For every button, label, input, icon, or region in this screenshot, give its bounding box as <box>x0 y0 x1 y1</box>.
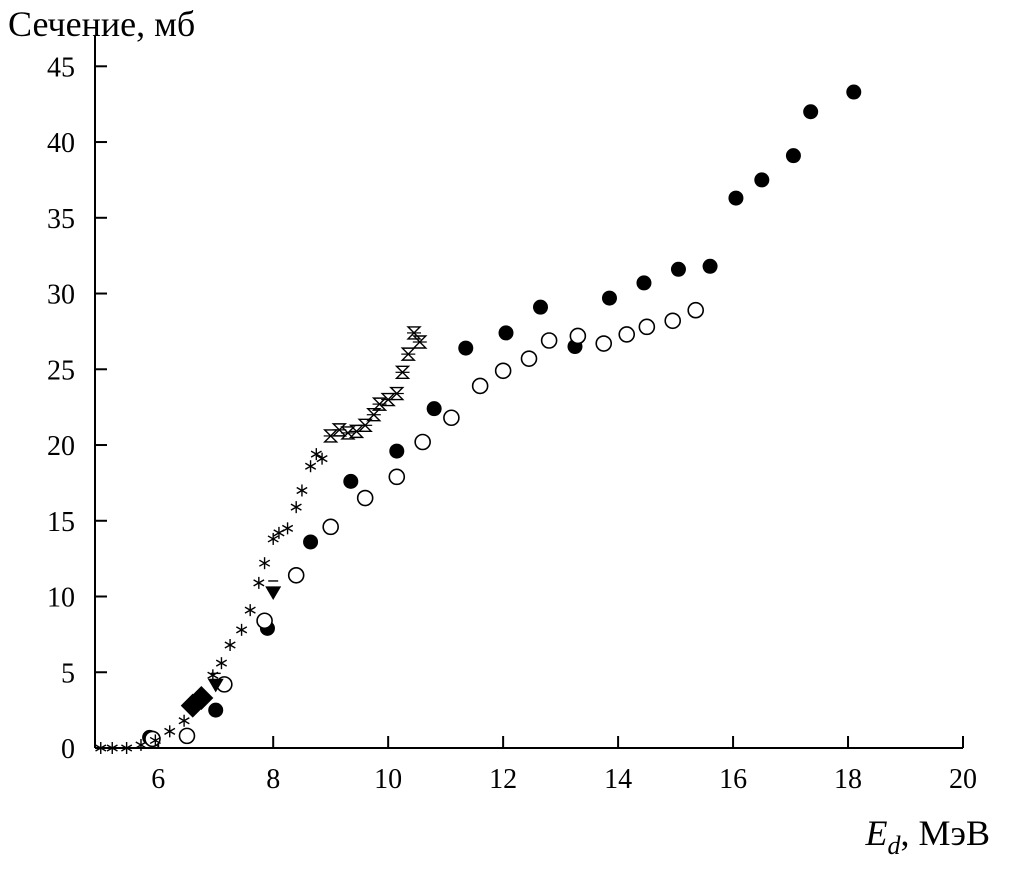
x-tick-label: 18 <box>834 764 862 795</box>
y-tick-label: 25 <box>47 355 75 386</box>
data-point-hourglass <box>400 347 416 361</box>
data-point-filled-circle <box>754 172 770 188</box>
data-point-open-circle <box>520 350 538 367</box>
data-point-asterisk <box>135 738 147 751</box>
data-point-hourglass <box>412 335 428 349</box>
data-point-hourglass <box>394 365 411 380</box>
plot-area: 6 8 10 12 14 16 18 20 0 5 10 15 20 25 30 35 40 45 <box>47 36 977 795</box>
data-point-open-circle <box>687 301 705 319</box>
data-point-open-circle <box>322 518 339 536</box>
data-point-open-circle <box>256 612 273 630</box>
data-point-open-circle <box>414 433 431 451</box>
data-point-filled-triangle-down <box>207 672 224 693</box>
data-point-filled-circle <box>601 290 617 306</box>
data-point-hourglass <box>340 426 356 440</box>
data-point-asterisk <box>296 484 308 497</box>
data-point-filled-circle <box>785 148 801 164</box>
data-point-filled-diamond <box>189 686 214 711</box>
y-tick-label: 35 <box>47 204 75 235</box>
x-tick-label: 6 <box>151 764 165 795</box>
x-tick-label: 14 <box>604 764 632 795</box>
data-point-asterisk <box>282 522 294 535</box>
data-point-open-circle <box>638 318 656 336</box>
data-point-asterisk <box>121 742 133 754</box>
data-point-asterisk <box>259 557 271 570</box>
y-tick-label: 45 <box>47 52 75 83</box>
data-point-open-circle <box>618 326 636 343</box>
data-point-filled-circle <box>846 84 862 100</box>
data-point-filled-circle <box>728 190 744 206</box>
data-point-asterisk <box>310 448 322 461</box>
data-point-filled-circle <box>670 261 686 277</box>
data-point-filled-circle <box>303 534 319 550</box>
data-point-open-circle <box>178 727 196 745</box>
data-point-open-circle <box>287 567 305 584</box>
data-point-hourglass <box>357 418 373 433</box>
x-tick-label: 12 <box>489 764 517 795</box>
y-axis-title: Сечение, мб <box>8 4 195 44</box>
data-point-open-circle <box>540 332 558 349</box>
data-point-asterisk <box>236 623 248 636</box>
data-point-filled-circle <box>532 299 548 315</box>
x-axis-title: Ed, МэВ <box>865 813 990 860</box>
data-point-asterisk <box>304 460 317 473</box>
data-point-open-circle <box>664 312 682 330</box>
y-tick-label: 10 <box>47 583 75 614</box>
y-tick-label: 40 <box>47 128 75 159</box>
data-point-hourglass <box>406 326 422 340</box>
data-point-open-circle <box>356 489 374 507</box>
data-point-asterisk <box>267 532 279 545</box>
data-point-open-circle <box>595 335 613 352</box>
y-tick-label: 15 <box>47 507 75 538</box>
data-point-filled-circle <box>426 401 442 417</box>
data-point-asterisk <box>95 742 107 754</box>
y-tick-label: 20 <box>47 431 75 462</box>
data-point-filled-circle <box>389 443 405 459</box>
data-point-asterisk <box>149 734 161 747</box>
data-point-asterisk <box>224 638 236 651</box>
data-point-filled-triangle-down <box>265 580 282 600</box>
x-tick-label: 16 <box>719 764 747 795</box>
data-point-asterisk <box>164 725 176 738</box>
data-point-asterisk <box>215 657 228 670</box>
data-point-open-circle <box>494 362 512 380</box>
y-tick-label: 0 <box>61 734 75 765</box>
data-point-filled-circle <box>636 275 652 291</box>
data-point-filled-circle <box>498 325 514 341</box>
data-point-asterisk <box>106 742 118 754</box>
data-point-asterisk <box>253 576 265 589</box>
data-point-filled-circle <box>702 258 718 274</box>
data-point-hourglass <box>389 386 405 401</box>
x-tick-label: 20 <box>949 764 977 795</box>
x-axis-title-symbol: E <box>865 813 888 853</box>
data-point-filled-circle <box>343 473 359 489</box>
data-point-open-circle <box>471 377 489 395</box>
data-point-asterisk <box>316 452 328 465</box>
x-tick-label: 8 <box>266 764 280 795</box>
data-point-open-circle <box>388 468 406 486</box>
x-axis-title-unit: , МэВ <box>901 813 990 853</box>
data-marks <box>95 84 862 754</box>
y-tick-label: 5 <box>61 658 75 689</box>
data-point-filled-circle <box>803 104 819 120</box>
data-point-asterisk <box>178 714 190 727</box>
data-point-filled-circle <box>208 702 224 718</box>
data-point-open-circle <box>443 409 460 427</box>
data-point-filled-circle <box>458 340 474 356</box>
axis-ticks: 6 8 10 12 14 16 18 20 0 5 10 15 20 25 30 35 40 45 <box>47 52 977 795</box>
x-tick-label: 10 <box>374 764 402 795</box>
y-tick-label: 30 <box>47 280 75 311</box>
data-point-asterisk <box>244 604 256 617</box>
x-axis-title-subscript: d <box>888 831 902 860</box>
data-point-asterisk <box>290 501 302 514</box>
data-point-open-circle <box>569 327 587 345</box>
